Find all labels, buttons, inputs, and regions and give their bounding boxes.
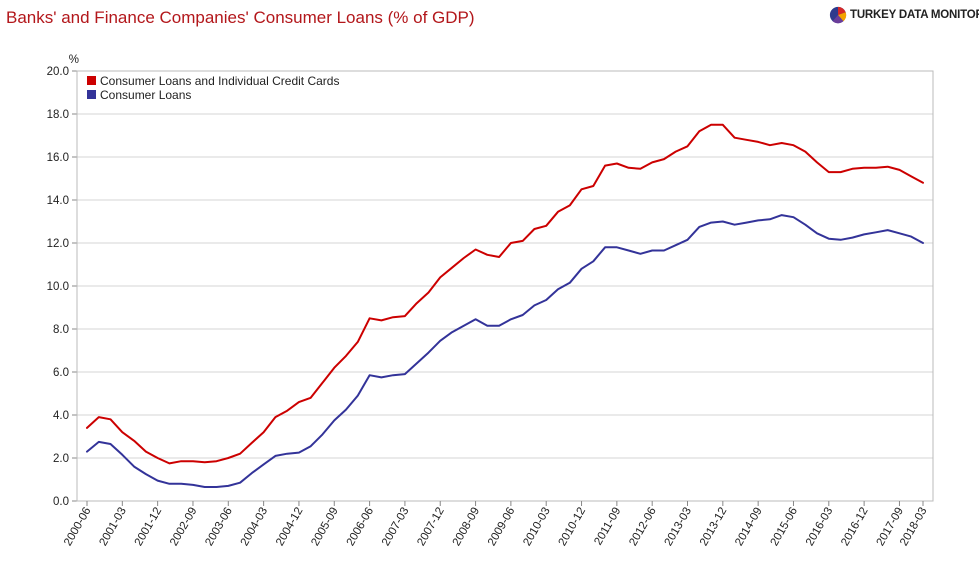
y-tick-label: 0.0 xyxy=(53,496,69,508)
y-tick-label: 14.0 xyxy=(47,195,69,207)
x-tick-label: 2014-09 xyxy=(733,506,765,549)
y-tick-label: 10.0 xyxy=(47,281,69,293)
y-tick-label: 2.0 xyxy=(53,453,69,465)
x-tick-label: 2012-06 xyxy=(627,506,659,549)
x-tick-label: 2010-12 xyxy=(557,506,589,549)
legend-swatch-2 xyxy=(87,90,96,99)
pie-logo-icon xyxy=(829,6,847,24)
x-tick-label: 2000-06 xyxy=(62,506,94,549)
x-tick-label: 2013-03 xyxy=(663,506,695,549)
y-tick-label: 12.0 xyxy=(47,238,69,250)
x-tick-label: 2005-09 xyxy=(309,506,341,549)
axis-layer: 0.0 2.0 4.0 6.0 8.0 10.0 12.0 14.0 16.0 18.0 20.0%… xyxy=(47,54,934,549)
x-tick-label: 2003-06 xyxy=(203,506,235,549)
y-axis-unit-label: % xyxy=(69,54,79,66)
x-tick-label: 2007-03 xyxy=(380,506,412,549)
legend-swatch-1 xyxy=(87,76,96,85)
legend: Consumer Loans and Individual Credit Car… xyxy=(87,74,339,102)
x-tick-label: 2007-12 xyxy=(415,506,447,549)
x-tick-label: 2008-09 xyxy=(451,505,483,548)
plot-area-frame xyxy=(76,70,934,502)
series-layer xyxy=(86,123,924,488)
y-tick-label: 4.0 xyxy=(53,410,69,422)
y-tick-label: 20.0 xyxy=(47,66,69,78)
x-tick-label: 2001-03 xyxy=(97,506,129,549)
brand-logo: TURKEY DATA MONITOR xyxy=(829,6,979,24)
x-tick-label: 2016-12 xyxy=(839,506,871,549)
x-tick-label: 2006-06 xyxy=(345,506,377,549)
legend-label-2: Consumer Loans xyxy=(100,88,191,102)
x-tick-label: 2001-12 xyxy=(133,506,165,549)
y-tick-label: 16.0 xyxy=(47,152,69,164)
x-tick-label: 2016-03 xyxy=(804,506,836,549)
x-tick-label: 2013-12 xyxy=(698,506,730,549)
legend-label-1: Consumer Loans and Individual Credit Car… xyxy=(100,74,339,88)
x-tick-label: 2011-09 xyxy=(592,506,623,548)
x-tick-label: 2004-03 xyxy=(239,506,271,549)
series-line-1 xyxy=(86,123,924,465)
x-tick-label: 2009-06 xyxy=(486,506,518,549)
y-tick-label: 8.0 xyxy=(53,324,69,336)
chart-title: Banks' and Finance Companies' Consumer L… xyxy=(6,8,475,27)
brand-name: TURKEY DATA MONITOR xyxy=(850,9,979,21)
x-tick-label: 2002-09 xyxy=(168,506,200,549)
grid-layer xyxy=(77,70,933,502)
x-tick-label: 2015-06 xyxy=(769,506,801,549)
y-tick-label: 6.0 xyxy=(53,367,69,379)
y-tick-label: 18.0 xyxy=(47,109,69,121)
x-tick-label: 2004-12 xyxy=(274,506,306,549)
x-tick-label: 2010-03 xyxy=(521,506,553,549)
series-line-2 xyxy=(86,214,924,488)
